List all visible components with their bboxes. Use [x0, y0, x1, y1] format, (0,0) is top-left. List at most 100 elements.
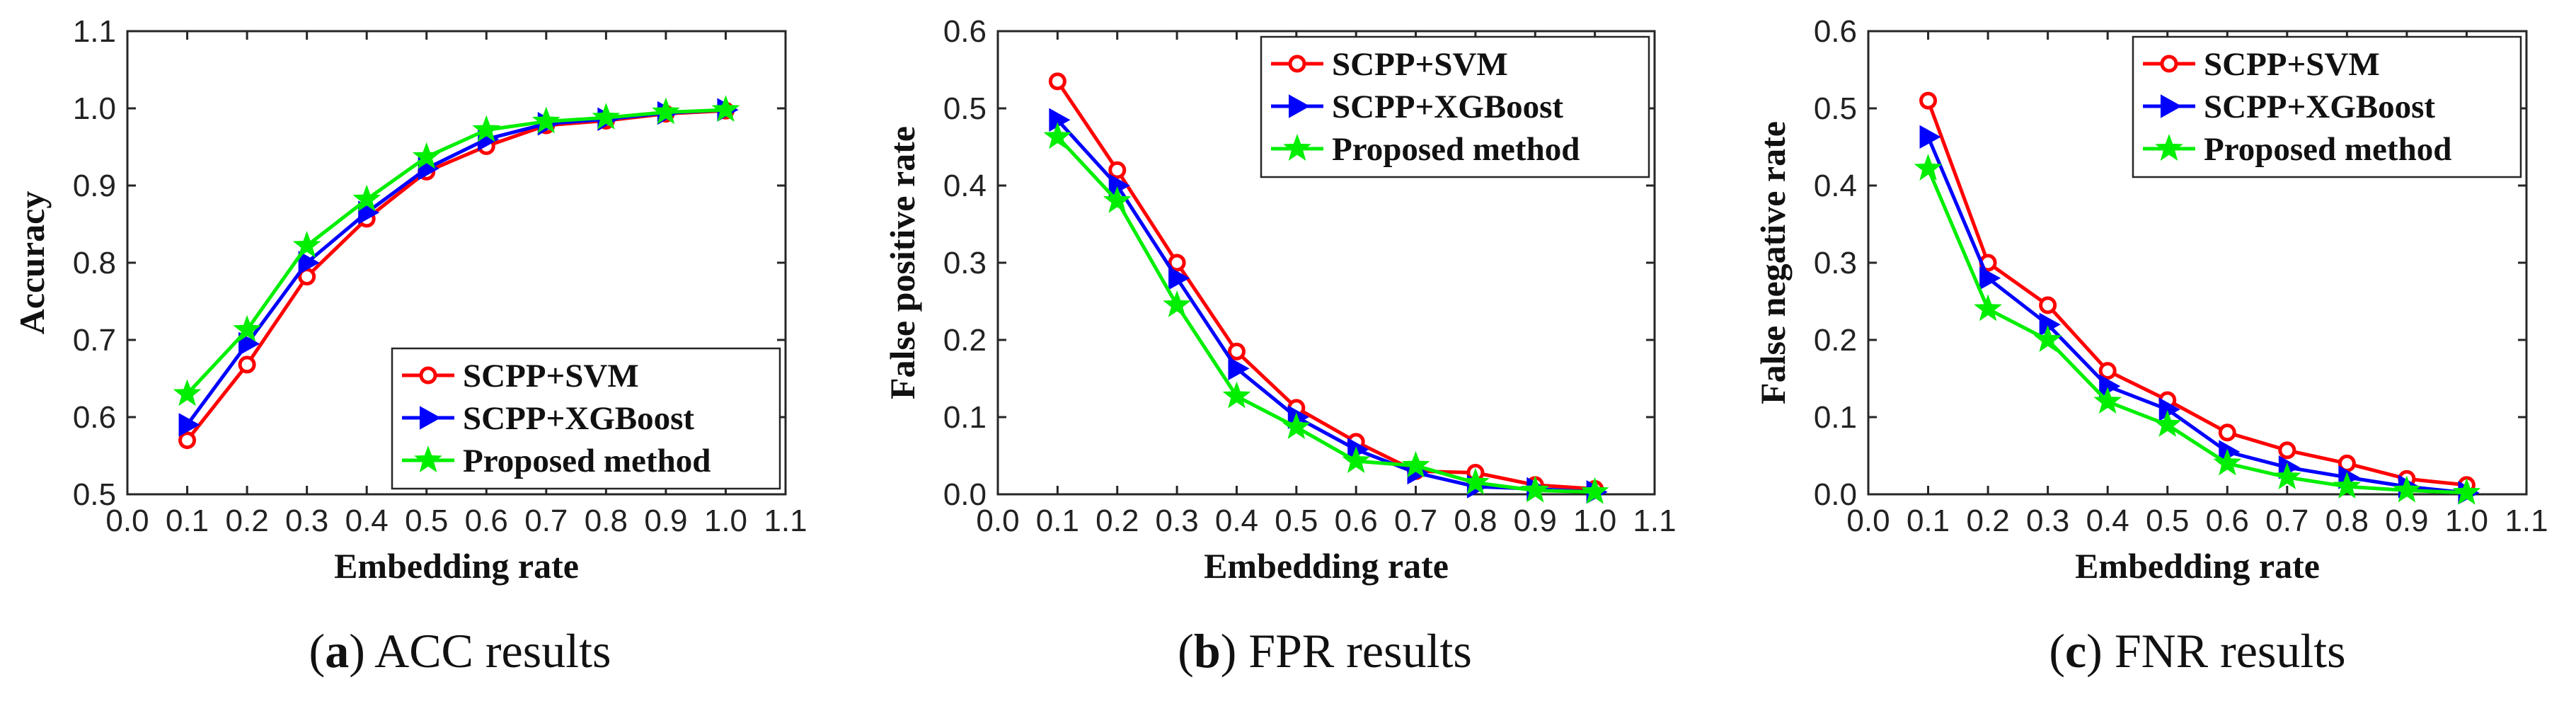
y-tick-label: 0.7 — [73, 323, 116, 358]
y-tick-label: 0.5 — [1814, 91, 1857, 126]
legend: SCPP+SVM SCPP+XGBoost Proposed method — [1260, 35, 1650, 178]
x-tick-label: 0.6 — [2206, 504, 2249, 538]
data-point-2 — [531, 106, 560, 134]
data-point-2 — [1401, 450, 1430, 478]
data-point-2 — [1580, 477, 1609, 504]
data-point-2 — [1521, 475, 1550, 503]
x-tick-label: 0.3 — [1156, 504, 1199, 538]
data-point-2 — [2333, 472, 2362, 499]
y-tick-label: 1.1 — [73, 14, 116, 49]
caption-close-paren: ) — [1221, 624, 1249, 678]
legend-label: Proposed method — [463, 443, 711, 479]
data-point-2 — [711, 95, 740, 123]
caption-open-paren: ( — [1178, 624, 1194, 678]
legend: SCPP+SVM SCPP+XGBoost Proposed method — [391, 347, 781, 490]
caption-letter: b — [1194, 624, 1221, 678]
y-tick-label: 0.8 — [73, 246, 116, 280]
y-axis-label: False negative rate — [1753, 121, 1793, 404]
data-point-1 — [298, 251, 320, 275]
data-point-1 — [1919, 125, 1941, 149]
data-point-2 — [412, 142, 441, 169]
series-line-2 — [1056, 135, 1595, 494]
x-axis-label: Embedding rate — [334, 546, 579, 586]
x-tick-label: 1.1 — [1633, 504, 1676, 538]
y-tick-label: 0.0 — [943, 477, 987, 512]
data-point-2 — [1163, 290, 1191, 317]
caption-letter: c — [2065, 624, 2086, 678]
legend-box — [1260, 35, 1650, 178]
legend-label: SCPP+XGBoost — [463, 400, 694, 437]
data-point-1 — [1228, 356, 1250, 381]
x-tick-label: 0.7 — [2265, 504, 2308, 538]
data-point-2 — [652, 97, 680, 125]
legend-marker — [420, 406, 442, 430]
y-tick-label: 0.1 — [1814, 400, 1857, 435]
series-line-0 — [1926, 100, 2467, 487]
y-tick-label: 0.9 — [73, 169, 116, 203]
legend-marker — [1289, 94, 1311, 118]
legend-label: SCPP+XGBoost — [1332, 89, 1563, 125]
x-tick-label: 0.5 — [2146, 504, 2189, 538]
caption-letter: a — [325, 624, 349, 678]
caption-text: FNR results — [2115, 624, 2346, 678]
x-tick-label: 0.1 — [1036, 504, 1079, 538]
legend: SCPP+SVM SCPP+XGBoost Proposed method — [2132, 35, 2522, 178]
data-point-2 — [592, 103, 621, 130]
y-tick-label: 0.6 — [943, 14, 987, 49]
series-line-2 — [1926, 168, 2467, 495]
data-point-2 — [173, 379, 202, 406]
chart-panel-c: 0.0 0.1 0.2 0.3 0.4 0.5 0.6 0.7 0.8 0.9 1.0 1.1 0.0 0… — [1753, 14, 2548, 678]
subfigure-caption: (c) FNR results — [2049, 624, 2345, 678]
data-point-0 — [238, 356, 256, 374]
data-point-1 — [238, 331, 260, 356]
legend-marker — [2155, 134, 2183, 161]
x-tick-label: 0.2 — [1096, 504, 1139, 538]
series-line-2 — [185, 108, 726, 396]
chart-panel-b: 0.0 0.1 0.2 0.3 0.4 0.5 0.6 0.7 0.8 0.9 1.0 1.1 0.0 0… — [882, 14, 1677, 678]
y-tick-label: 1.0 — [73, 91, 116, 126]
data-point-2 — [233, 314, 261, 342]
data-point-2 — [1103, 186, 1132, 213]
y-tick-label: 0.2 — [1814, 323, 1857, 358]
legend-box — [2132, 35, 2522, 178]
data-point-0 — [1227, 342, 1246, 360]
caption-open-paren: ( — [309, 624, 326, 678]
caption-close-paren: ) — [2086, 624, 2115, 678]
data-point-1 — [1168, 266, 1190, 290]
legend-marker — [2161, 94, 2183, 118]
x-tick-label: 0.0 — [105, 504, 149, 538]
y-tick-label: 0.3 — [943, 246, 987, 280]
x-tick-label: 0.9 — [2385, 504, 2428, 538]
legend-label: SCPP+XGBoost — [2204, 89, 2435, 125]
chart-panel-a: 0.0 0.1 0.2 0.3 0.4 0.5 0.6 0.7 0.8 0.9 1.0 1.1 0.5 0… — [12, 14, 807, 678]
y-axis-label: Accuracy — [12, 191, 52, 335]
legend-box — [391, 347, 781, 490]
data-point-1 — [1979, 266, 2001, 290]
x-tick-label: 1.0 — [1573, 504, 1616, 538]
x-tick-label: 0.4 — [345, 504, 389, 538]
x-tick-label: 1.1 — [2505, 504, 2548, 538]
legend-marker — [1288, 55, 1306, 73]
x-tick-label: 0.9 — [1514, 504, 1557, 538]
data-point-2 — [1043, 122, 1072, 149]
subfigure-caption: (b) FPR results — [1178, 624, 1472, 678]
y-tick-label: 0.3 — [1814, 246, 1857, 280]
data-point-1 — [2158, 397, 2180, 421]
legend-label: SCPP+SVM — [463, 358, 639, 394]
y-tick-label: 0.4 — [943, 169, 987, 203]
x-tick-label: 0.2 — [226, 504, 269, 538]
data-point-2 — [2393, 475, 2421, 503]
data-point-2 — [352, 184, 381, 212]
data-point-2 — [1342, 446, 1371, 474]
x-tick-label: 0.3 — [285, 504, 328, 538]
x-tick-label: 0.4 — [1215, 504, 1258, 538]
caption-text: ACC results — [374, 624, 611, 678]
data-point-0 — [178, 431, 197, 450]
data-point-1 — [178, 413, 200, 437]
data-point-1 — [2099, 374, 2121, 399]
data-point-0 — [2278, 441, 2296, 460]
legend-label: SCPP+SVM — [2204, 46, 2380, 83]
legend-marker — [419, 366, 437, 385]
y-tick-label: 0.0 — [1814, 477, 1857, 512]
x-tick-label: 1.0 — [704, 504, 747, 538]
